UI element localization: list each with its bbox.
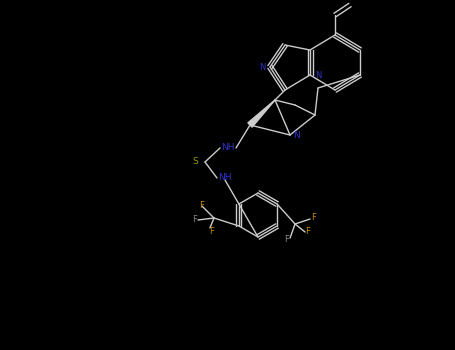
Text: F: F <box>312 212 317 222</box>
Text: NH: NH <box>221 144 235 153</box>
Text: NH: NH <box>218 174 232 182</box>
Text: F: F <box>285 236 289 245</box>
Polygon shape <box>248 100 275 127</box>
Text: F: F <box>192 216 197 224</box>
Text: N: N <box>315 70 321 79</box>
Text: N: N <box>293 131 299 140</box>
Text: F: F <box>209 226 214 236</box>
Text: S: S <box>192 158 198 167</box>
Text: F: F <box>306 228 310 237</box>
Text: N: N <box>259 63 265 71</box>
Text: F: F <box>199 202 204 210</box>
